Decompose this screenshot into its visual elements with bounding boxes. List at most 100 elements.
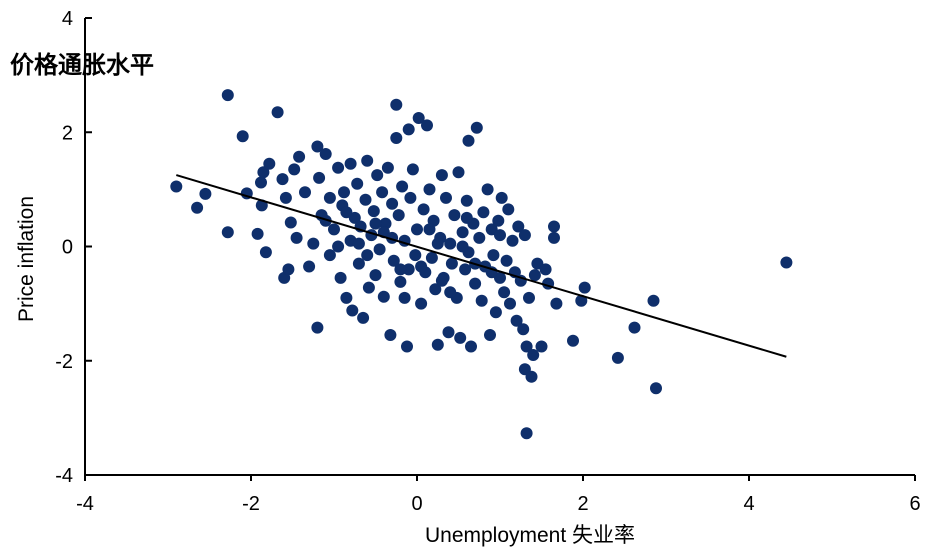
data-point xyxy=(423,223,436,236)
y-axis-label: Price inflation xyxy=(15,196,38,322)
data-point xyxy=(338,186,350,199)
data-point xyxy=(323,249,336,262)
y-tick-label: 0 xyxy=(62,237,73,259)
data-point xyxy=(567,334,579,347)
data-point xyxy=(290,231,303,244)
data-point xyxy=(257,166,270,179)
data-point xyxy=(282,263,295,276)
data-points xyxy=(170,89,793,440)
data-point xyxy=(251,227,264,240)
data-point xyxy=(456,240,469,253)
data-point xyxy=(435,274,448,287)
trend-line xyxy=(176,174,787,358)
data-point xyxy=(323,191,336,204)
data-point xyxy=(376,186,389,199)
data-point xyxy=(332,240,345,253)
data-point xyxy=(170,180,183,193)
data-point xyxy=(460,194,473,207)
x-axis-label: Unemployment 失业率 xyxy=(425,524,635,547)
data-point xyxy=(411,223,423,236)
x-axis: -4 -2 0 2 4 6 xyxy=(76,474,921,515)
data-point xyxy=(361,154,374,167)
x-tick-label: -4 xyxy=(76,493,94,515)
data-point xyxy=(442,326,455,339)
data-point xyxy=(575,294,588,307)
data-point xyxy=(362,281,375,294)
data-point xyxy=(359,193,372,206)
data-point xyxy=(369,269,382,282)
data-point xyxy=(328,223,340,236)
data-point xyxy=(311,321,324,334)
data-point xyxy=(535,340,548,353)
data-point xyxy=(492,214,505,227)
data-point xyxy=(334,271,347,284)
data-point xyxy=(386,197,399,210)
y-tick-label: -4 xyxy=(55,465,73,487)
data-point xyxy=(525,370,538,383)
data-point xyxy=(340,291,353,304)
data-point xyxy=(475,294,488,307)
data-point xyxy=(429,283,442,296)
data-point xyxy=(459,263,472,276)
data-point xyxy=(550,297,563,310)
data-point xyxy=(520,340,533,353)
data-point xyxy=(346,304,359,317)
y-axis: 4 2 0 -2 -4 xyxy=(55,8,92,487)
data-point xyxy=(484,329,496,341)
data-point xyxy=(394,263,407,276)
data-point xyxy=(425,251,438,264)
data-point xyxy=(381,161,394,174)
data-point xyxy=(271,106,284,119)
data-point xyxy=(401,340,413,353)
data-point xyxy=(367,205,380,218)
data-point xyxy=(498,286,511,299)
data-point xyxy=(504,297,516,310)
y-ticks: 4 2 0 -2 -4 xyxy=(55,8,92,487)
data-point xyxy=(409,249,422,262)
data-point xyxy=(460,211,473,224)
data-point xyxy=(402,123,415,136)
data-point xyxy=(417,203,430,216)
x-ticks: -4 -2 0 2 4 6 xyxy=(76,475,921,515)
data-point xyxy=(517,323,530,336)
x-tick-label: 4 xyxy=(743,493,754,515)
data-point xyxy=(387,254,400,267)
data-point xyxy=(415,297,428,310)
data-point xyxy=(361,249,374,262)
data-point xyxy=(415,260,428,273)
data-point xyxy=(444,237,457,250)
data-point xyxy=(340,206,353,219)
data-point xyxy=(276,173,289,186)
data-point xyxy=(440,191,452,204)
data-point xyxy=(510,314,523,327)
x-tick-label: 0 xyxy=(411,493,422,515)
data-point xyxy=(495,191,508,204)
data-point xyxy=(435,169,448,182)
data-point xyxy=(390,98,403,111)
data-point xyxy=(221,226,234,239)
data-point xyxy=(279,191,292,204)
data-point xyxy=(506,234,519,247)
data-point xyxy=(444,286,457,299)
data-point xyxy=(548,220,560,233)
data-point xyxy=(402,263,415,276)
data-point xyxy=(392,209,405,222)
data-point xyxy=(548,231,560,244)
data-point xyxy=(454,331,467,344)
data-point xyxy=(465,340,477,353)
data-point xyxy=(293,150,306,163)
data-point xyxy=(199,187,212,200)
data-point xyxy=(462,134,475,147)
data-point xyxy=(311,140,324,153)
x-tick-label: 6 xyxy=(909,493,920,515)
data-point xyxy=(494,229,506,242)
data-point xyxy=(477,206,490,219)
data-point xyxy=(528,269,541,282)
data-point xyxy=(299,186,311,199)
data-point xyxy=(456,226,469,239)
data-point xyxy=(412,112,425,124)
data-point xyxy=(191,201,204,214)
data-point xyxy=(390,132,403,144)
data-point xyxy=(284,216,297,229)
data-point xyxy=(647,294,660,307)
